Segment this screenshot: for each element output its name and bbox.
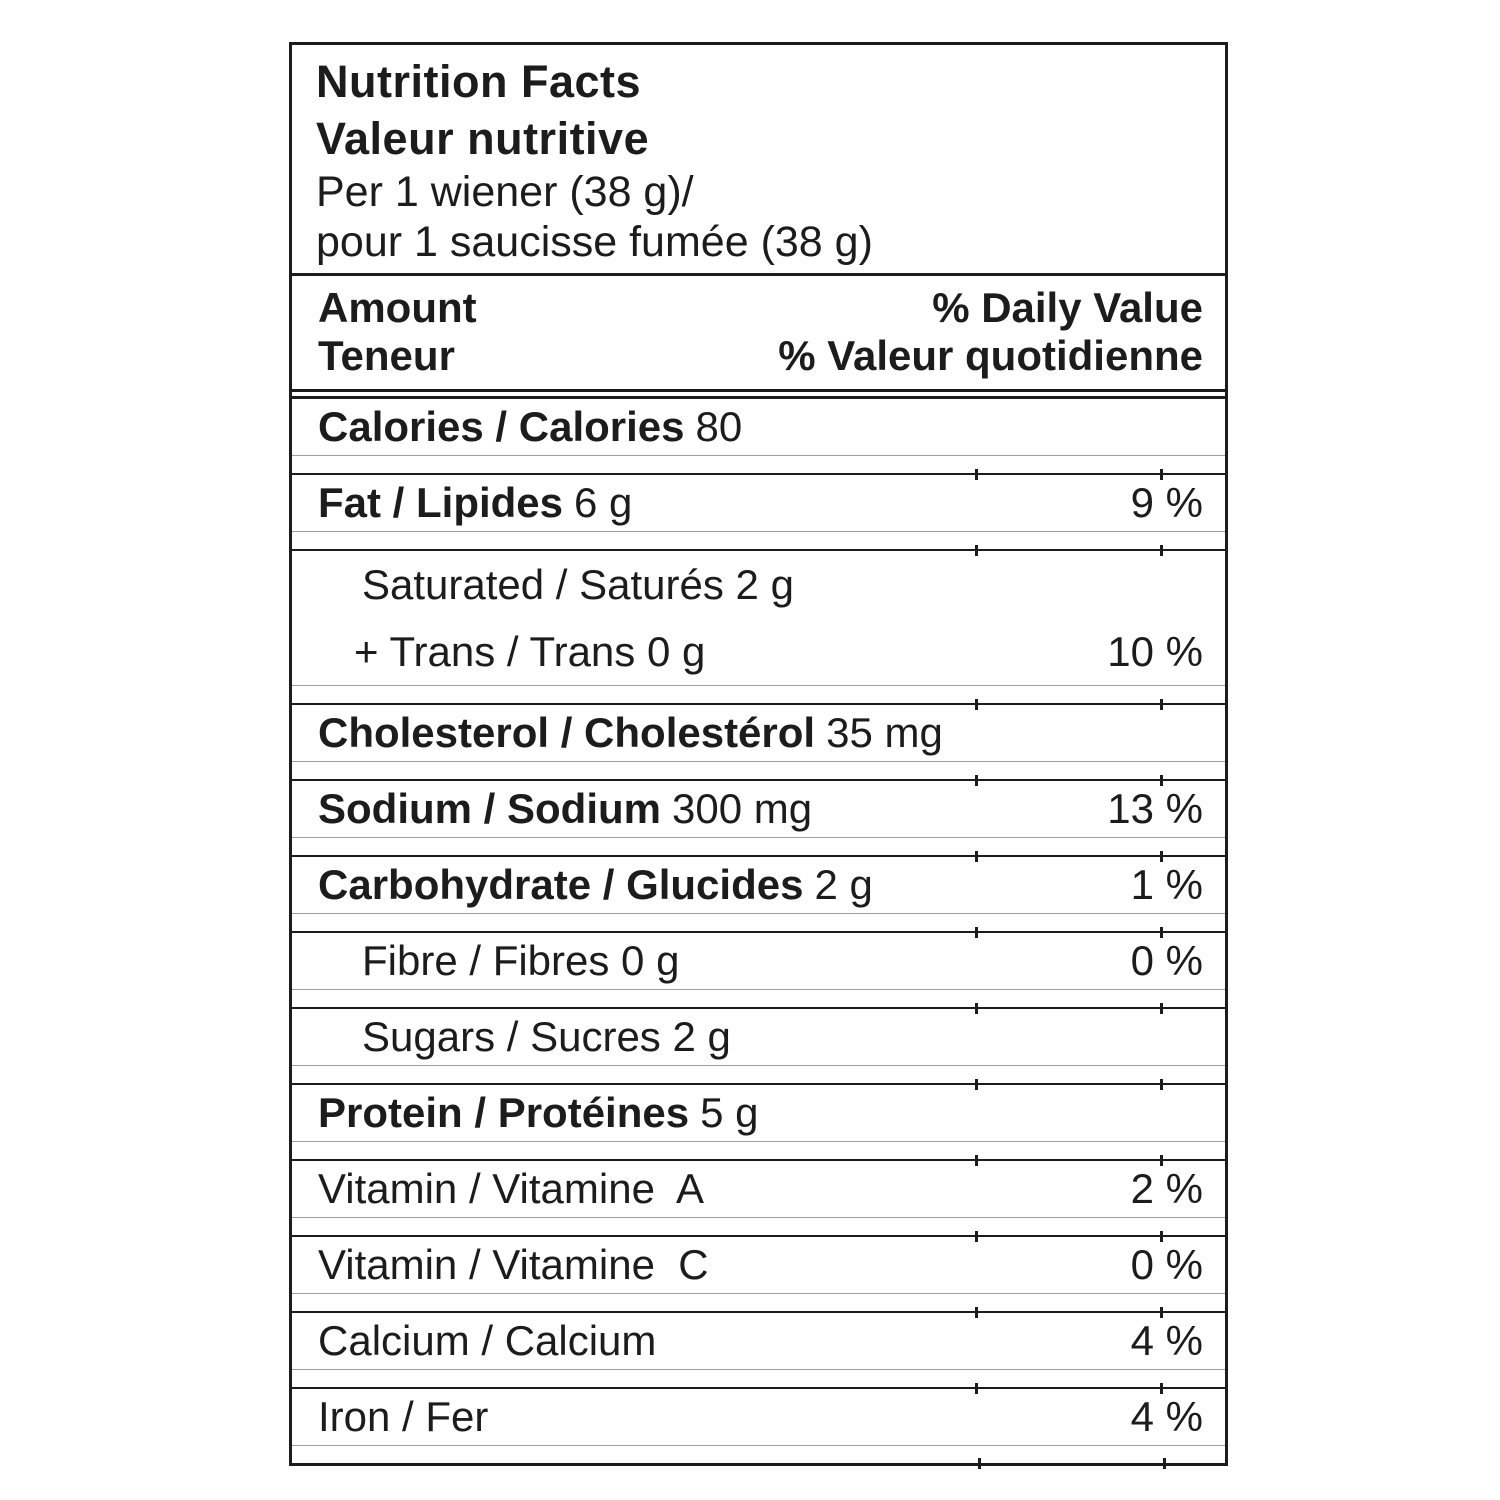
nutrient-row-inner: Saturated / Saturés 2 g + Trans / Trans 0… bbox=[292, 551, 1225, 686]
nutrient-row-inner: Vitamin / Vitamine A 2 % bbox=[292, 1161, 1225, 1218]
nutrient-amount: 80 bbox=[695, 403, 743, 450]
nutrient-row: Sugars / Sucres 2 g bbox=[292, 1003, 1225, 1083]
daily-value-percent: 10 % bbox=[1107, 627, 1203, 675]
nutrient-name: Protein / Protéines 5 g bbox=[318, 1089, 759, 1136]
nutrient-rows-container: Calories / Calories 80 Fat / Lipides 6 g 9 %… bbox=[292, 399, 1225, 1463]
nutrient-name: + Trans / Trans 0 g bbox=[354, 627, 706, 675]
nutrient-name: Carbohydrate / Glucides 2 g bbox=[318, 861, 873, 908]
daily-value-percent: 4 % bbox=[1130, 1317, 1203, 1364]
nutrient-row: Saturated / Saturés 2 g + Trans / Trans 0… bbox=[292, 545, 1225, 703]
nutrient-name: Fibre / Fibres 0 g bbox=[362, 937, 680, 984]
nutrient-name: Vitamin / Vitamine A bbox=[318, 1165, 704, 1212]
nutrient-row-inner: Calories / Calories 80 bbox=[292, 399, 1225, 456]
title-french: Valeur nutritive bbox=[316, 113, 650, 164]
nutrient-amount: 300 mg bbox=[672, 785, 813, 832]
nutrient-row-inner: Protein / Protéines 5 g bbox=[292, 1085, 1225, 1142]
nutrient-line: Calories / Calories 80 bbox=[318, 399, 1203, 455]
nutrient-line: Calcium / Calcium 4 % bbox=[318, 1313, 1203, 1369]
nutrient-name: Cholesterol / Cholestérol 35 mg bbox=[318, 709, 943, 756]
daily-value-percent: 0 % bbox=[1130, 1241, 1203, 1288]
nutrient-row: Sodium / Sodium 300 mg 13 % bbox=[292, 775, 1225, 855]
amount-header-line-english: Amount % Daily Value bbox=[318, 284, 1203, 332]
daily-value-percent: 2 % bbox=[1130, 1165, 1203, 1212]
nutrient-row-inner: Iron / Fer 4 % bbox=[292, 1389, 1225, 1446]
nutrient-amount: 5 g bbox=[700, 1089, 759, 1136]
nutrient-line: Cholesterol / Cholestérol 35 mg bbox=[318, 705, 1203, 761]
daily-value-percent: 13 % bbox=[1107, 785, 1203, 832]
nutrient-row-inner: Cholesterol / Cholestérol 35 mg bbox=[292, 705, 1225, 762]
nutrient-row: Calories / Calories 80 bbox=[292, 399, 1225, 473]
label-header: Nutrition Facts Valeur nutritive Per 1 w… bbox=[292, 45, 1225, 273]
serving-size-english: Per 1 wiener (38 g)/ bbox=[316, 168, 694, 216]
nutrient-amount: 6 g bbox=[574, 479, 633, 526]
amount-header-line-french: Teneur % Valeur quotidienne bbox=[318, 332, 1203, 380]
daily-value-label-french: % Valeur quotidienne bbox=[778, 332, 1203, 379]
nutrient-row: Fibre / Fibres 0 g 0 % bbox=[292, 927, 1225, 1007]
nutrient-name: Calories / Calories 80 bbox=[318, 403, 743, 450]
nutrient-name: Sodium / Sodium 300 mg bbox=[318, 785, 813, 832]
nutrient-name: Iron / Fer bbox=[318, 1393, 489, 1440]
nutrient-line: Sodium / Sodium 300 mg 13 % bbox=[318, 781, 1203, 837]
daily-value-percent: 9 % bbox=[1130, 479, 1203, 526]
nutrient-line: Iron / Fer 4 % bbox=[318, 1389, 1203, 1445]
nutrient-row-inner: Sugars / Sucres 2 g bbox=[292, 1009, 1225, 1066]
nutrient-row-inner: Sodium / Sodium 300 mg 13 % bbox=[292, 781, 1225, 838]
nutrient-row: Iron / Fer 4 % bbox=[292, 1383, 1225, 1463]
nutrient-row-inner: Vitamin / Vitamine C 0 % bbox=[292, 1237, 1225, 1294]
nutrient-line: Sugars / Sucres 2 g bbox=[318, 1009, 1203, 1065]
nutrient-row: Calcium / Calcium 4 % bbox=[292, 1307, 1225, 1387]
nutrient-name: Vitamin / Vitamine C bbox=[318, 1241, 709, 1288]
daily-value-percent: 4 % bbox=[1130, 1393, 1203, 1440]
nutrient-name: Sugars / Sucres 2 g bbox=[362, 1013, 731, 1060]
nutrient-line: Fibre / Fibres 0 g 0 % bbox=[318, 933, 1203, 989]
title-english: Nutrition Facts bbox=[316, 56, 642, 107]
nutrient-row: Fat / Lipides 6 g 9 % bbox=[292, 469, 1225, 549]
daily-value-percent: 0 % bbox=[1130, 937, 1203, 984]
nutrient-row-inner: Carbohydrate / Glucides 2 g 1 % bbox=[292, 857, 1225, 914]
nutrient-line: + Trans / Trans 0 g 10 % bbox=[318, 618, 1203, 685]
nutrient-row: Vitamin / Vitamine C 0 % bbox=[292, 1231, 1225, 1311]
nutrient-row: Cholesterol / Cholestérol 35 mg bbox=[292, 699, 1225, 779]
nutrition-facts-label: Nutrition Facts Valeur nutritive Per 1 w… bbox=[289, 42, 1228, 1469]
nutrient-name: Calcium / Calcium bbox=[318, 1317, 657, 1364]
nutrient-name: Fat / Lipides 6 g bbox=[318, 479, 633, 526]
nutrient-amount: 35 mg bbox=[826, 709, 943, 756]
amount-label-french: Teneur bbox=[318, 332, 455, 379]
nutrient-line: Vitamin / Vitamine C 0 % bbox=[318, 1237, 1203, 1293]
daily-value-percent: 1 % bbox=[1130, 861, 1203, 908]
nutrient-row: Vitamin / Vitamine A 2 % bbox=[292, 1155, 1225, 1235]
nutrient-amount: 2 g bbox=[814, 861, 873, 908]
nutrient-row: Carbohydrate / Glucides 2 g 1 % bbox=[292, 851, 1225, 931]
amount-daily-value-header: Amount % Daily Value Teneur % Valeur quo… bbox=[292, 273, 1225, 389]
amount-label-english: Amount bbox=[318, 284, 477, 331]
nutrient-name: Saturated / Saturés 2 g bbox=[362, 560, 794, 608]
serving-size-french: pour 1 saucisse fumée (38 g) bbox=[316, 218, 873, 266]
nutrient-line: Carbohydrate / Glucides 2 g 1 % bbox=[318, 857, 1203, 913]
section-divider-rule bbox=[292, 389, 1225, 399]
nutrient-line: Saturated / Saturés 2 g bbox=[318, 551, 1203, 618]
daily-value-label-english: % Daily Value bbox=[932, 284, 1203, 331]
nutrient-line: Protein / Protéines 5 g bbox=[318, 1085, 1203, 1141]
nutrient-line: Vitamin / Vitamine A 2 % bbox=[318, 1161, 1203, 1217]
nutrient-row-inner: Fat / Lipides 6 g 9 % bbox=[292, 475, 1225, 532]
nutrient-line: Fat / Lipides 6 g 9 % bbox=[318, 475, 1203, 531]
nutrient-row: Protein / Protéines 5 g bbox=[292, 1079, 1225, 1159]
nutrient-row-inner: Fibre / Fibres 0 g 0 % bbox=[292, 933, 1225, 990]
nutrient-row-inner: Calcium / Calcium 4 % bbox=[292, 1313, 1225, 1370]
